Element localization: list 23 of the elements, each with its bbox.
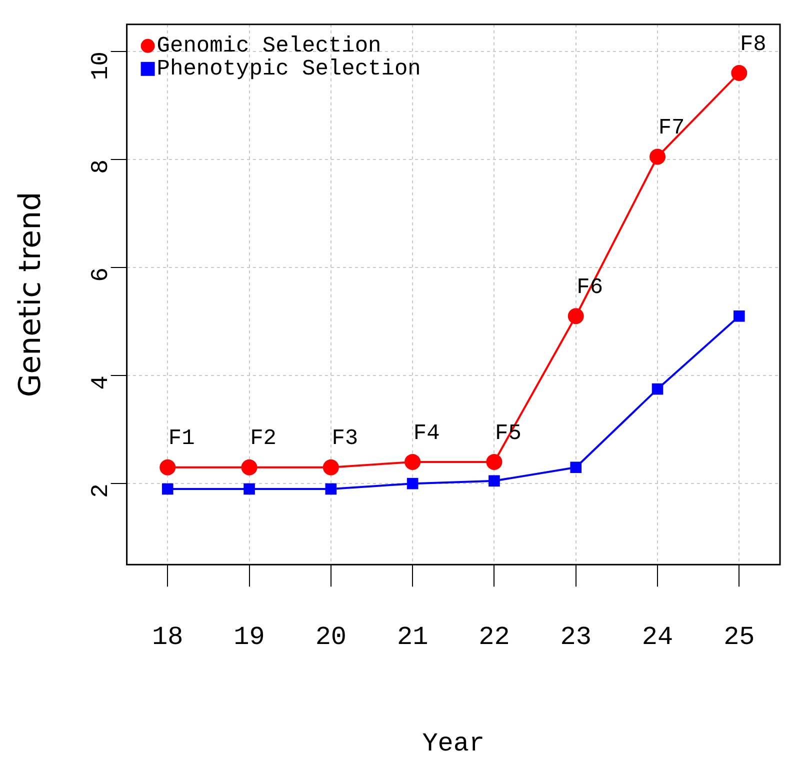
y-tick-label: 6 [88,267,116,282]
x-tick-label: 19 [234,622,265,652]
annotation: F8 [740,32,766,57]
y-tick-label: 8 [88,159,116,174]
annotation: F4 [413,420,440,446]
annotation: F2 [250,426,276,452]
x-tick-label: 23 [560,622,592,652]
y-tick-label: 10 [88,51,116,80]
annotation: F7 [658,116,685,141]
y-axis-title: Genetic trend [12,192,48,398]
y-tick-label: 2 [88,484,116,498]
legend-label: Phenotypic Selection [156,56,421,82]
x-tick-label: 18 [152,622,184,652]
annotation: F1 [168,426,195,452]
x-tick-label: 24 [642,622,674,652]
x-axis-title: Year [422,728,485,758]
annotation: F3 [332,426,358,452]
x-tick-label: 20 [315,622,347,652]
x-tick-label: 25 [724,622,755,652]
x-tick-label: 21 [396,622,428,652]
y-tick-label: 4 [88,376,116,390]
legend-label: Genomic Selection [156,34,382,59]
x-tick-label: 22 [478,622,510,652]
